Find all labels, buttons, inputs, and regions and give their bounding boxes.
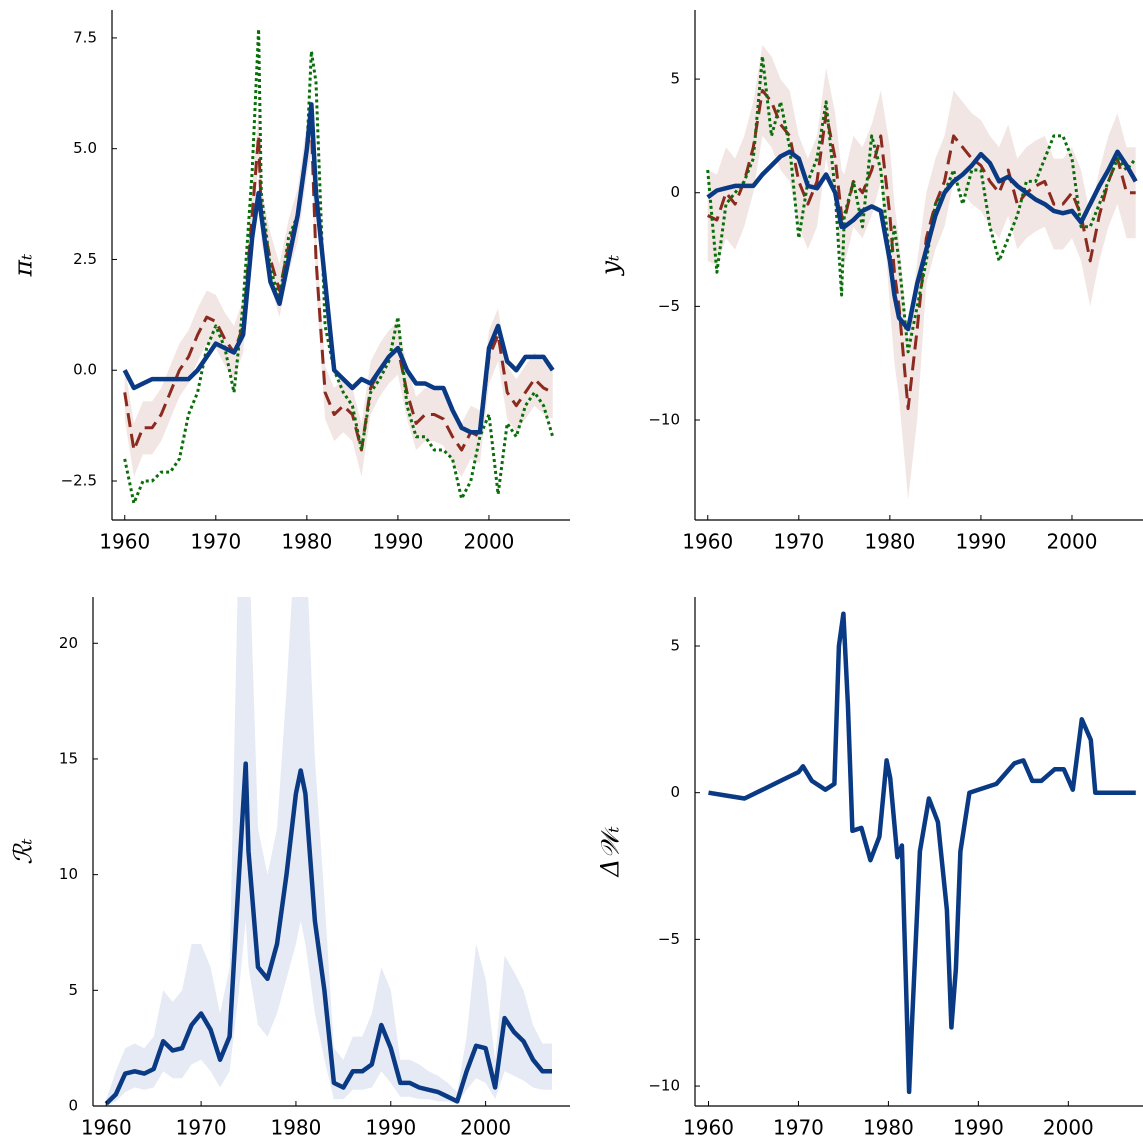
y-tick-label: 15 bbox=[59, 749, 78, 767]
y-tick-label: 5.0 bbox=[73, 139, 97, 157]
x-tick-label: 1970 bbox=[773, 1116, 824, 1140]
plot-area bbox=[104, 597, 552, 1106]
x-tick-label: 1970 bbox=[773, 530, 824, 554]
y-tick-label: 0 bbox=[670, 783, 680, 801]
plot-area bbox=[708, 611, 1136, 1095]
y-axis-label: πₜ bbox=[9, 254, 38, 278]
y-tick-label: 0 bbox=[670, 183, 680, 201]
x-tick-label: 1990 bbox=[365, 1116, 416, 1140]
series-line bbox=[104, 761, 552, 1106]
plot-area bbox=[706, 45, 1138, 500]
x-tick-label: 2000 bbox=[460, 1116, 511, 1140]
x-tick-label: 1960 bbox=[682, 530, 733, 554]
y-tick-label: 2.5 bbox=[73, 250, 97, 268]
y-axis-label: yₜ bbox=[596, 255, 625, 276]
y-axis-label: Δ𝒲ₜ bbox=[596, 826, 625, 877]
panel: −10 −5 0 5 1960 1970 1980 1990 2000 yₜ bbox=[596, 10, 1143, 554]
series-line bbox=[123, 125, 554, 452]
x-tick-label: 1980 bbox=[270, 1116, 321, 1140]
y-tick-label: 5 bbox=[68, 981, 78, 999]
y-tick-label: 5 bbox=[670, 70, 680, 88]
y-tick-label: −5 bbox=[658, 297, 680, 315]
x-tick-label: 1960 bbox=[683, 1116, 734, 1140]
series-line bbox=[123, 27, 555, 505]
y-tick-label: 7.5 bbox=[73, 28, 97, 46]
x-tick-label: 1990 bbox=[372, 530, 423, 554]
series-line bbox=[706, 54, 1137, 354]
x-tick-label: 1960 bbox=[99, 530, 150, 554]
series-line bbox=[122, 102, 555, 435]
series-line bbox=[706, 149, 1138, 332]
series-line bbox=[707, 89, 1136, 411]
panel: −2.5 0.0 2.5 5.0 7.5 1960 1970 1980 1990 2000 πₜ bbox=[9, 10, 570, 554]
x-tick-label: 1990 bbox=[955, 530, 1006, 554]
confidence-band bbox=[124, 99, 553, 477]
x-tick-label: 1980 bbox=[863, 1116, 914, 1140]
series-line bbox=[708, 611, 1136, 1095]
panel: 0 5 10 15 20 1960 1970 1980 1990 2000 ℛₜ bbox=[9, 597, 570, 1140]
x-tick-label: 1980 bbox=[281, 530, 332, 554]
x-tick-label: 1980 bbox=[864, 530, 915, 554]
y-tick-label: 5 bbox=[670, 636, 680, 654]
x-tick-label: 2000 bbox=[1047, 530, 1098, 554]
x-tick-label: 2000 bbox=[1043, 1116, 1094, 1140]
y-tick-label: −10 bbox=[648, 1077, 680, 1095]
x-tick-label: 1990 bbox=[953, 1116, 1004, 1140]
x-tick-label: 2000 bbox=[464, 530, 515, 554]
y-tick-label: −2.5 bbox=[61, 472, 97, 490]
y-tick-label: −10 bbox=[648, 411, 680, 429]
y-tick-label: −5 bbox=[658, 930, 680, 948]
y-axis-label: ℛₜ bbox=[9, 838, 38, 864]
x-tick-label: 1970 bbox=[190, 530, 241, 554]
confidence-band bbox=[106, 597, 552, 1106]
y-tick-label: 0 bbox=[68, 1097, 78, 1115]
y-tick-label: 10 bbox=[59, 865, 78, 883]
plot-area bbox=[122, 27, 555, 505]
x-tick-label: 1960 bbox=[81, 1116, 132, 1140]
panel: −10 −5 0 5 1960 1970 1980 1990 2000 Δ𝒲ₜ bbox=[596, 597, 1143, 1140]
y-tick-label: 0.0 bbox=[73, 361, 97, 379]
x-tick-label: 1970 bbox=[176, 1116, 227, 1140]
y-tick-label: 20 bbox=[59, 634, 78, 652]
